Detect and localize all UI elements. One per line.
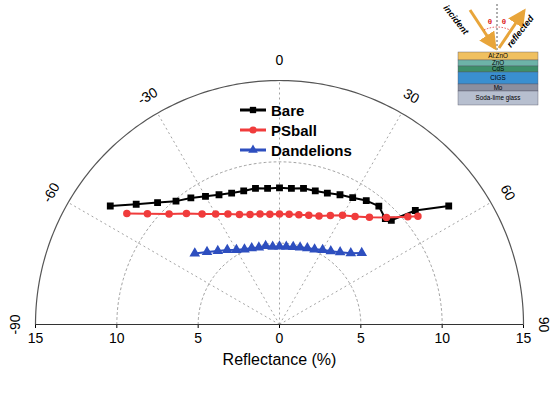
html-text:Bare: Bare [271, 101, 305, 119]
svg-text:90: 90 [536, 317, 552, 333]
svg-text:0: 0 [276, 330, 284, 346]
svg-text:Al:ZnO: Al:ZnO [488, 52, 508, 59]
svg-text:Soda-lime glass: Soda-lime glass [476, 94, 521, 102]
svg-text:5: 5 [194, 330, 202, 346]
svg-text:ZnO: ZnO [491, 59, 505, 67]
svg-text:0: 0 [276, 52, 284, 68]
svg-text:-90: -90 [7, 314, 23, 334]
svg-text:30: 30 [401, 85, 423, 107]
svg-text:15: 15 [28, 330, 44, 346]
svg-text:15: 15 [516, 330, 532, 346]
svg-text:60: 60 [497, 182, 519, 204]
svg-text:reflected: reflected [505, 13, 536, 49]
svg-text:-60: -60 [39, 180, 63, 206]
svg-text:-30: -30 [135, 84, 161, 108]
svg-text:CIGS: CIGS [490, 74, 505, 81]
svg-text:θ: θ [502, 17, 506, 26]
svg-text:Mo: Mo [494, 84, 503, 91]
html-text:PSball: PSball [271, 121, 317, 139]
svg-text:10: 10 [434, 330, 450, 346]
svg-text:θ: θ [488, 17, 492, 26]
html-text:Dandelions: Dandelions [271, 141, 352, 159]
svg-text:10: 10 [109, 330, 125, 346]
svg-text:incident: incident [441, 3, 471, 37]
svg-text:CdS: CdS [492, 65, 504, 72]
svg-text:Reflectance (%): Reflectance (%) [223, 351, 337, 368]
svg-text:5: 5 [357, 330, 365, 346]
